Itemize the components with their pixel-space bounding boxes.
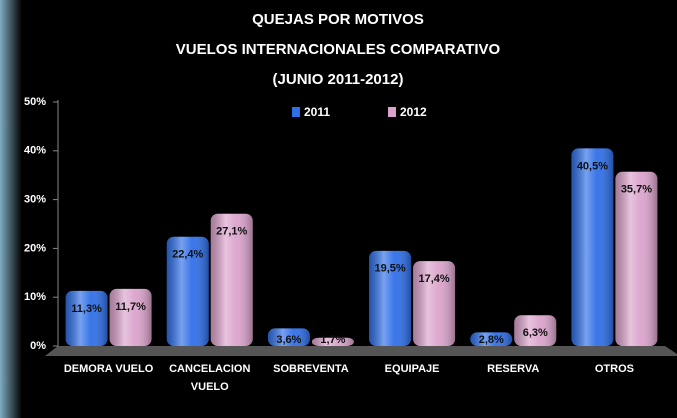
bar-shine (210, 213, 253, 346)
bar-shine (514, 315, 557, 346)
legend-label: 2012 (400, 105, 427, 119)
legend-label: 2011 (304, 105, 330, 119)
value-label: 19,5% (374, 263, 405, 275)
x-tick-label: OTROS (594, 363, 634, 375)
chart-title: QUEJAS POR MOTIVOS (252, 11, 424, 28)
chart-subtitle: VUELOS INTERNACIONALES COMPARATIVO (176, 41, 501, 58)
value-label: 1,7% (320, 334, 345, 346)
x-tick-label: EQUIPAJE (384, 363, 440, 375)
bar-shine (166, 236, 209, 346)
value-label: 40,5% (577, 160, 608, 172)
value-label: 3,6% (276, 334, 301, 346)
value-label: 17,4% (418, 273, 449, 285)
y-tick-label: 10% (24, 291, 46, 303)
value-label: 27,1% (216, 226, 247, 238)
value-label: 35,7% (621, 184, 652, 196)
x-tick-label: RESERVA (487, 363, 540, 375)
x-tick-label: CANCELACION VUELO (169, 363, 251, 393)
bar-shine (369, 250, 412, 346)
bar-shine (615, 171, 658, 346)
value-label: 22,4% (172, 249, 203, 261)
legend-swatch (292, 107, 300, 117)
value-label: 11,7% (115, 301, 146, 313)
value-label: 6,3% (523, 327, 548, 339)
y-tick-label: 30% (24, 194, 46, 206)
x-tick-label: DEMORA VUELO (63, 363, 154, 375)
x-tick-label: SOBREVENTA (273, 363, 349, 375)
bar-shine (413, 261, 456, 346)
bar-shine (109, 288, 152, 346)
decor-stripe (0, 0, 22, 418)
bar-shine (65, 290, 108, 346)
y-tick-label: 0% (30, 340, 46, 352)
bar-shine (571, 148, 614, 346)
value-label: 11,3% (71, 303, 102, 315)
y-tick-label: 20% (24, 242, 46, 254)
y-tick-label: 40% (24, 145, 46, 157)
value-label: 2,8% (479, 334, 504, 346)
bar-shine (311, 337, 354, 346)
y-tick-label: 50% (24, 96, 46, 108)
chart-subtitle: (JUNIO 2011-2012) (273, 71, 404, 88)
floor (45, 346, 677, 356)
legend-swatch (388, 107, 396, 117)
bar-shine (470, 332, 513, 346)
bar-shine (267, 328, 310, 346)
